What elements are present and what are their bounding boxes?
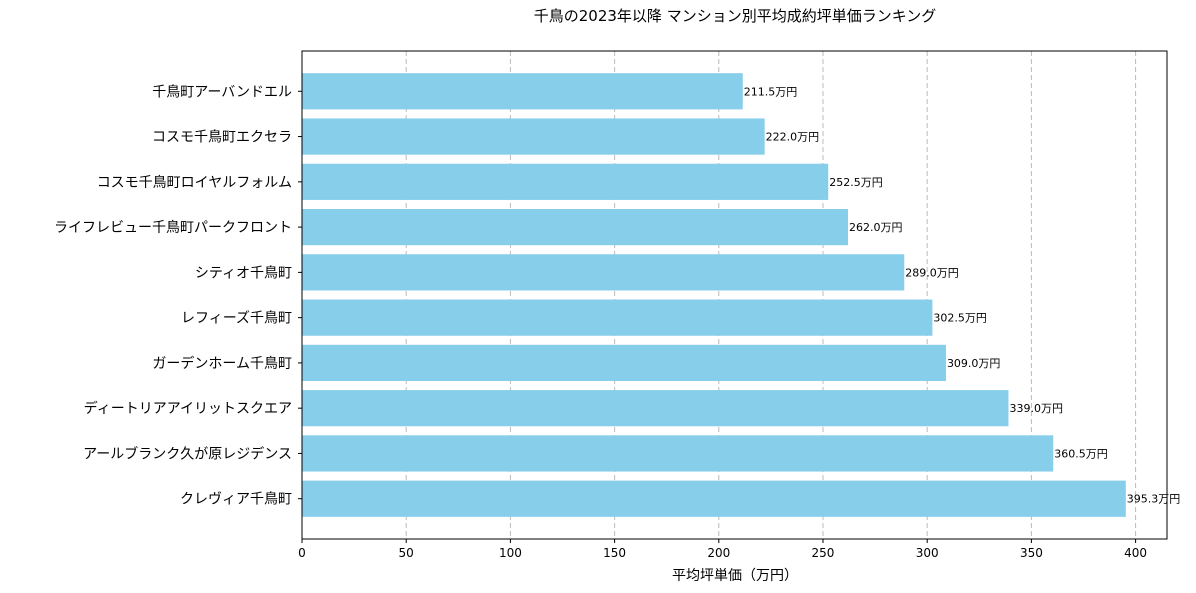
bar [302,118,765,155]
bar [302,299,933,336]
bar [302,435,1054,472]
data-label: 302.5万円 [933,312,987,325]
x-tick-label: 200 [707,546,730,560]
data-label: 222.0万円 [766,131,820,144]
bar [302,163,829,200]
x-tick-label: 300 [916,546,939,560]
x-tick-label: 400 [1124,546,1147,560]
y-tick-label: ライフレビュー千鳥町パークフロント [54,220,292,236]
y-tick-label: クレヴィア千鳥町 [180,491,292,508]
data-label: 211.5万円 [744,85,798,98]
x-axis-label: 平均坪単価（万円） [672,568,798,584]
chart-title: 千鳥の2023年以降 マンション別平均成約坪単価ランキング [534,7,937,25]
bar [302,344,946,382]
y-tick-label: ガーデンホーム千鳥町 [152,355,292,372]
data-label: 395.3万円 [1127,493,1181,506]
x-tick-label: 250 [812,546,835,560]
x-tick-label: 150 [603,546,626,560]
data-label: 262.0万円 [849,221,903,234]
bar [302,73,743,110]
y-tick-label: 千鳥町アーバンドエル [152,84,292,100]
y-tick-label: コスモ千鳥町エクセラ [152,130,292,146]
data-label: 360.5万円 [1054,447,1108,460]
y-tick-label: ディートリアアイリットスクエア [84,400,292,417]
y-tick-label: アールブランク久が原レジデンス [83,445,292,462]
x-tick-label: 100 [499,546,522,560]
bar [302,254,905,291]
x-tick-label: 0 [298,546,306,560]
x-tick-label: 50 [399,546,414,560]
bar [302,390,1009,427]
data-label: 252.5万円 [829,176,883,189]
data-label: 289.0万円 [905,266,959,279]
plot-frame [301,50,1168,540]
bar [302,480,1126,517]
data-label: 339.0万円 [1009,402,1063,415]
y-tick-label: シティオ千鳥町 [195,265,292,281]
bar [302,208,849,246]
data-label: 309.0万円 [947,357,1001,370]
y-tick-label: レフィーズ千鳥町 [181,311,292,327]
y-tick-label: コスモ千鳥町ロイヤルフォルム [97,175,292,191]
x-tick-label: 350 [1020,546,1043,560]
